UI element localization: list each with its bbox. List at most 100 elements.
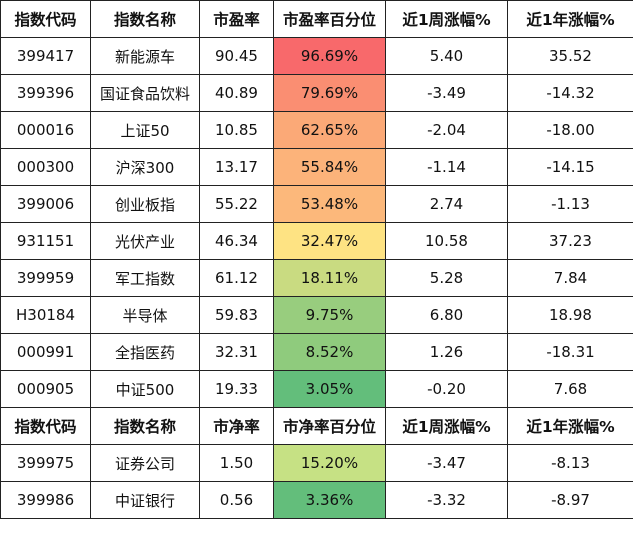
week-change-cell: 2.74 <box>385 185 508 223</box>
week-change-cell: 5.28 <box>385 259 508 297</box>
week-change-cell: 10.58 <box>385 222 508 260</box>
percentile-cell: 55.84% <box>273 148 386 186</box>
year-change-cell: -14.32 <box>507 74 633 112</box>
index-code-cell: 399006 <box>0 185 91 223</box>
header-index-name: 指数名称 <box>90 0 200 38</box>
ratio-cell: 32.31 <box>199 333 274 371</box>
pb-section: 指数代码 指数名称 市净率 市净率百分位 近1周涨幅% 近1年涨幅% 399975 证券公司 1… <box>0 407 633 519</box>
pb-table-header-row: 指数代码 指数名称 市净率 市净率百分位 近1周涨幅% 近1年涨幅% <box>0 407 633 445</box>
table-row: 000991 全指医药 32.31 8.52% 1.26 -18.31 <box>0 333 633 371</box>
index-code-cell: 000016 <box>0 111 91 149</box>
ratio-cell: 10.85 <box>199 111 274 149</box>
header-week-change: 近1周涨幅% <box>385 0 508 38</box>
header-index-code: 指数代码 <box>0 407 91 445</box>
index-name-cell: 全指医药 <box>90 333 200 371</box>
percentile-cell: 79.69% <box>273 74 386 112</box>
index-code-cell: 931151 <box>0 222 91 260</box>
ratio-cell: 0.56 <box>199 481 274 519</box>
index-name-cell: 创业板指 <box>90 185 200 223</box>
index-name-cell: 中证银行 <box>90 481 200 519</box>
percentile-cell: 53.48% <box>273 185 386 223</box>
header-ratio-percentile: 市盈率百分位 <box>273 0 386 38</box>
table-row: 399959 军工指数 61.12 18.11% 5.28 7.84 <box>0 259 633 297</box>
week-change-cell: 6.80 <box>385 296 508 334</box>
percentile-cell: 8.52% <box>273 333 386 371</box>
week-change-cell: -3.32 <box>385 481 508 519</box>
pe-table-header-row: 指数代码 指数名称 市盈率 市盈率百分位 近1周涨幅% 近1年涨幅% <box>0 0 633 38</box>
ratio-cell: 90.45 <box>199 37 274 75</box>
table-row: 399975 证券公司 1.50 15.20% -3.47 -8.13 <box>0 444 633 482</box>
year-change-cell: -18.31 <box>507 333 633 371</box>
index-name-cell: 军工指数 <box>90 259 200 297</box>
table-row: 000016 上证50 10.85 62.65% -2.04 -18.00 <box>0 111 633 149</box>
table-row: 399396 国证食品饮料 40.89 79.69% -3.49 -14.32 <box>0 74 633 112</box>
year-change-cell: 37.23 <box>507 222 633 260</box>
header-ratio-percentile: 市净率百分位 <box>273 407 386 445</box>
ratio-cell: 1.50 <box>199 444 274 482</box>
percentile-cell: 3.05% <box>273 370 386 408</box>
header-year-change: 近1年涨幅% <box>507 407 633 445</box>
year-change-cell: -8.13 <box>507 444 633 482</box>
year-change-cell: -8.97 <box>507 481 633 519</box>
header-index-name: 指数名称 <box>90 407 200 445</box>
index-name-cell: 上证50 <box>90 111 200 149</box>
table-row: 000905 中证500 19.33 3.05% -0.20 7.68 <box>0 370 633 408</box>
index-name-cell: 沪深300 <box>90 148 200 186</box>
header-ratio: 市盈率 <box>199 0 274 38</box>
ratio-cell: 59.83 <box>199 296 274 334</box>
week-change-cell: -0.20 <box>385 370 508 408</box>
percentile-cell: 9.75% <box>273 296 386 334</box>
header-index-code: 指数代码 <box>0 0 91 38</box>
ratio-cell: 13.17 <box>199 148 274 186</box>
header-ratio: 市净率 <box>199 407 274 445</box>
header-year-change: 近1年涨幅% <box>507 0 633 38</box>
week-change-cell: -3.47 <box>385 444 508 482</box>
week-change-cell: 1.26 <box>385 333 508 371</box>
index-code-cell: 000905 <box>0 370 91 408</box>
ratio-cell: 46.34 <box>199 222 274 260</box>
ratio-cell: 40.89 <box>199 74 274 112</box>
percentile-cell: 96.69% <box>273 37 386 75</box>
year-change-cell: 35.52 <box>507 37 633 75</box>
index-code-cell: 399417 <box>0 37 91 75</box>
percentile-cell: 32.47% <box>273 222 386 260</box>
week-change-cell: -1.14 <box>385 148 508 186</box>
table-row: 000300 沪深300 13.17 55.84% -1.14 -14.15 <box>0 148 633 186</box>
year-change-cell: 7.84 <box>507 259 633 297</box>
week-change-cell: -2.04 <box>385 111 508 149</box>
ratio-cell: 61.12 <box>199 259 274 297</box>
table-row: 399986 中证银行 0.56 3.36% -3.32 -8.97 <box>0 481 633 519</box>
year-change-cell: 18.98 <box>507 296 633 334</box>
header-week-change: 近1周涨幅% <box>385 407 508 445</box>
week-change-cell: -3.49 <box>385 74 508 112</box>
index-code-cell: 399959 <box>0 259 91 297</box>
year-change-cell: -1.13 <box>507 185 633 223</box>
table-row: 931151 光伏产业 46.34 32.47% 10.58 37.23 <box>0 222 633 260</box>
index-name-cell: 光伏产业 <box>90 222 200 260</box>
year-change-cell: 7.68 <box>507 370 633 408</box>
ratio-cell: 19.33 <box>199 370 274 408</box>
index-code-cell: 000991 <box>0 333 91 371</box>
ratio-cell: 55.22 <box>199 185 274 223</box>
index-code-cell: 399396 <box>0 74 91 112</box>
index-code-cell: H30184 <box>0 296 91 334</box>
index-code-cell: 000300 <box>0 148 91 186</box>
table-row: 399006 创业板指 55.22 53.48% 2.74 -1.13 <box>0 185 633 223</box>
index-name-cell: 证券公司 <box>90 444 200 482</box>
index-name-cell: 半导体 <box>90 296 200 334</box>
index-valuation-table: 指数代码 指数名称 市盈率 市盈率百分位 近1周涨幅% 近1年涨幅% 399417 新能源车 9… <box>0 0 633 519</box>
index-name-cell: 新能源车 <box>90 37 200 75</box>
index-code-cell: 399975 <box>0 444 91 482</box>
year-change-cell: -14.15 <box>507 148 633 186</box>
table-row: 399417 新能源车 90.45 96.69% 5.40 35.52 <box>0 37 633 75</box>
pe-section: 指数代码 指数名称 市盈率 市盈率百分位 近1周涨幅% 近1年涨幅% 399417 新能源车 9… <box>0 0 633 408</box>
index-code-cell: 399986 <box>0 481 91 519</box>
week-change-cell: 5.40 <box>385 37 508 75</box>
percentile-cell: 3.36% <box>273 481 386 519</box>
index-name-cell: 中证500 <box>90 370 200 408</box>
percentile-cell: 62.65% <box>273 111 386 149</box>
year-change-cell: -18.00 <box>507 111 633 149</box>
table-row: H30184 半导体 59.83 9.75% 6.80 18.98 <box>0 296 633 334</box>
percentile-cell: 18.11% <box>273 259 386 297</box>
index-name-cell: 国证食品饮料 <box>90 74 200 112</box>
